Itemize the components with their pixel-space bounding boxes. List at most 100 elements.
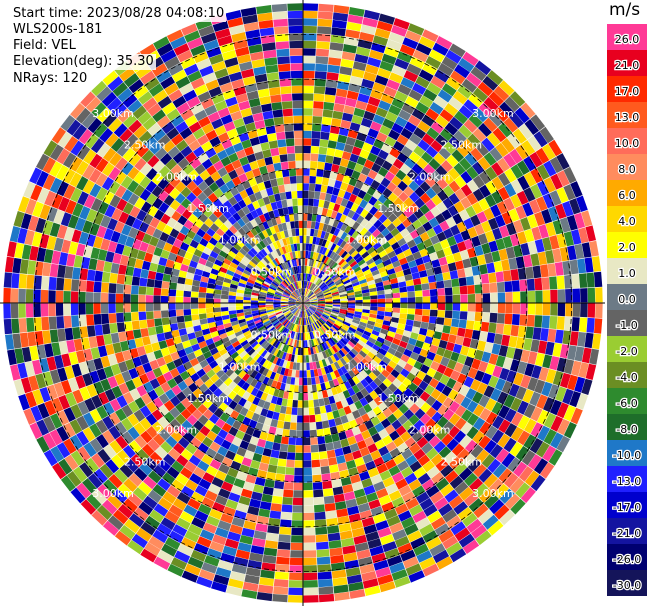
range-gate <box>166 466 180 479</box>
range-gate <box>340 438 350 448</box>
range-gate <box>331 569 347 579</box>
colorbar-tick-label: 4.0 <box>618 215 636 228</box>
range-gate <box>333 236 341 245</box>
range-gate <box>510 359 520 372</box>
range-gate <box>304 317 307 326</box>
range-gate <box>249 552 264 562</box>
range-gate <box>313 244 319 253</box>
range-gate <box>169 407 181 419</box>
range-gate <box>303 198 309 206</box>
range-gate <box>231 258 240 266</box>
range-gate <box>344 225 352 234</box>
range-gate <box>391 569 408 581</box>
range-gate <box>173 238 183 249</box>
range-gate <box>329 286 337 291</box>
range-gate <box>198 340 208 349</box>
range-gate <box>289 48 303 56</box>
range-gate <box>326 373 333 382</box>
range-gate <box>347 436 357 446</box>
range-gate <box>286 321 292 329</box>
range-gate <box>24 361 35 377</box>
range-gate <box>229 313 237 319</box>
range-gate <box>128 367 139 380</box>
range-gate <box>389 72 404 84</box>
range-gate <box>225 499 239 510</box>
range-gate <box>187 70 202 83</box>
range-gate <box>324 435 333 444</box>
range-gate <box>584 332 594 349</box>
range-gate <box>593 271 603 288</box>
range-gate <box>188 425 200 437</box>
range-gate <box>112 509 129 525</box>
range-gate <box>259 240 267 249</box>
range-gate <box>315 361 321 369</box>
range-gate <box>497 186 510 201</box>
range-gate <box>367 320 376 326</box>
range-gate <box>304 265 307 274</box>
range-gate <box>369 206 379 216</box>
range-gate <box>102 70 119 86</box>
range-gate <box>311 131 321 139</box>
range-gate <box>555 203 567 219</box>
range-gate <box>578 362 589 378</box>
range-gate <box>384 289 393 295</box>
range-gate <box>345 314 354 319</box>
range-gate <box>307 205 313 214</box>
range-gate <box>381 343 390 352</box>
range-gate <box>310 259 315 267</box>
range-gate <box>448 96 463 111</box>
range-gate <box>221 364 231 374</box>
range-gate <box>296 303 303 307</box>
range-gate <box>115 408 127 422</box>
range-gate <box>353 534 367 545</box>
range-gate <box>229 287 237 293</box>
range-gate <box>291 535 303 543</box>
range-gate <box>296 299 303 303</box>
range-gate <box>198 303 206 309</box>
range-gate <box>390 227 400 237</box>
range-gate <box>373 396 383 406</box>
range-gate <box>401 516 416 529</box>
range-gate <box>70 303 79 316</box>
range-gate <box>327 356 334 365</box>
range-gate <box>229 410 240 420</box>
range-gate <box>325 340 332 349</box>
range-gate <box>284 290 291 295</box>
range-gate <box>464 152 478 166</box>
colorbar-tick-label: -1.0 <box>616 319 637 332</box>
range-gate <box>301 303 303 310</box>
range-gate <box>303 430 310 438</box>
range-gate <box>425 395 437 407</box>
range-gate <box>315 237 321 245</box>
elevation-label: Elevation(deg): 35.30 <box>11 54 156 70</box>
range-gate <box>283 310 291 316</box>
range-gate <box>281 101 293 110</box>
range-gate <box>183 504 198 517</box>
range-gate <box>233 327 242 334</box>
range-gate <box>445 254 455 264</box>
range-gate <box>159 364 170 375</box>
range-gate <box>418 169 430 181</box>
range-gate <box>197 460 210 472</box>
range-gate <box>95 172 108 187</box>
range-gate <box>67 214 79 229</box>
range-gate <box>539 126 554 144</box>
range-gate <box>29 245 39 261</box>
range-ring-label: 0.50km <box>251 265 293 278</box>
range-gate <box>242 416 252 427</box>
range-gate <box>153 556 171 570</box>
range-gate <box>351 367 360 376</box>
range-gate <box>239 279 247 285</box>
range-gate <box>495 355 506 368</box>
range-gate <box>310 299 318 302</box>
range-gate <box>217 328 226 336</box>
range-gate <box>262 221 270 230</box>
range-gate <box>303 280 306 289</box>
range-gate <box>422 342 432 351</box>
range-gate <box>243 293 252 298</box>
range-gate <box>240 275 249 282</box>
range-gate <box>297 303 303 308</box>
range-gate <box>239 361 248 370</box>
range-gate <box>410 332 419 340</box>
range-gate <box>342 242 350 251</box>
